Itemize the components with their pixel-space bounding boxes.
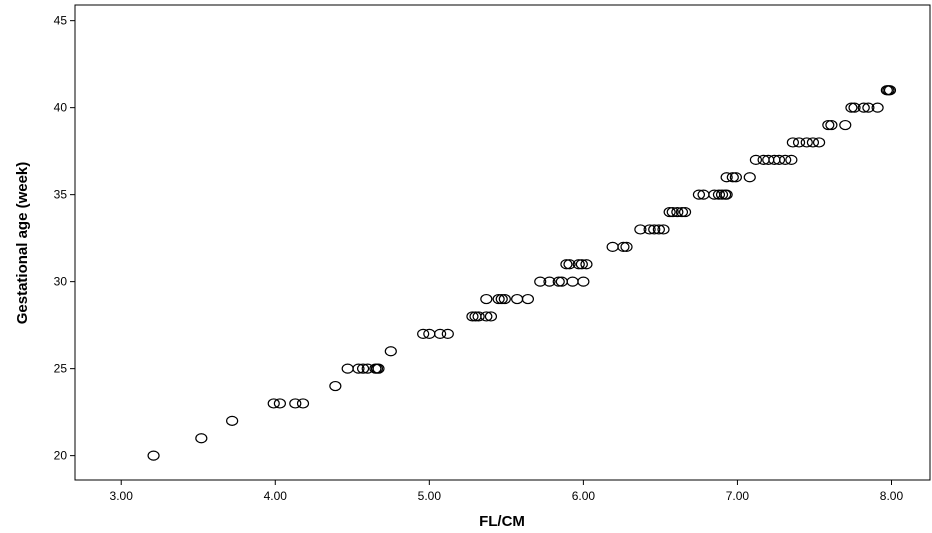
data-point [712, 189, 726, 200]
data-point [620, 241, 633, 252]
y-tick-label: 30 [54, 275, 68, 289]
plot-frame [74, 4, 931, 481]
data-point [652, 224, 665, 235]
data-point [657, 224, 670, 235]
data-point [289, 398, 302, 409]
data-point [577, 276, 590, 287]
data-point [575, 259, 588, 270]
data-point [147, 450, 160, 461]
data-point [484, 311, 498, 322]
data-point [848, 102, 861, 113]
x-axis: 3.00 4.00 5.00 6.00 7.00 8.00 [110, 480, 904, 503]
data-point [273, 398, 286, 409]
data-point [720, 172, 733, 183]
data-point [466, 311, 479, 322]
data-point [480, 311, 493, 322]
data-point [862, 102, 875, 113]
data-point [195, 433, 208, 444]
data-point [492, 293, 505, 305]
data-point [678, 206, 692, 218]
y-axis: 20 25 30 35 40 45 [54, 14, 75, 463]
data-point [743, 172, 756, 183]
data-point [729, 172, 742, 183]
y-tick-label: 45 [54, 14, 68, 28]
data-point [726, 172, 739, 183]
y-tick-label: 20 [54, 449, 68, 463]
x-tick-label: 8.00 [880, 489, 904, 503]
data-point [267, 398, 280, 409]
y-tick-label: 35 [54, 188, 68, 202]
plot-area [74, 4, 931, 481]
x-tick-label: 4.00 [264, 489, 288, 503]
data-point [806, 137, 820, 148]
data-point [329, 380, 342, 392]
y-axis-title: Gestational age (week) [14, 162, 31, 325]
data-point [372, 363, 385, 374]
data-point [472, 311, 485, 322]
data-point [845, 102, 858, 113]
data-point [521, 293, 535, 305]
data-point [883, 85, 897, 96]
data-point [434, 328, 447, 339]
x-tick-label: 6.00 [572, 489, 596, 503]
data-point [825, 119, 838, 131]
data-point [572, 259, 585, 270]
data-point [715, 189, 729, 200]
data-point [800, 137, 813, 148]
data-point [480, 293, 493, 305]
data-point [617, 241, 630, 252]
y-tick-label: 40 [54, 101, 68, 115]
data-point [749, 154, 763, 165]
data-point [356, 363, 370, 374]
data-point [552, 276, 565, 287]
data-point [671, 206, 684, 218]
data-point [663, 206, 676, 218]
data-point [822, 119, 835, 131]
x-axis-title: FL/CM [479, 513, 525, 530]
data-point [720, 189, 733, 200]
data-point [495, 293, 508, 305]
data-point [648, 224, 661, 235]
data-point [543, 276, 556, 287]
x-tick-label: 7.00 [726, 489, 750, 503]
data-point [871, 102, 884, 113]
data-point [226, 415, 239, 426]
data-point [857, 102, 870, 113]
data-point [772, 154, 786, 165]
data-point [675, 206, 689, 218]
data-point [580, 259, 593, 270]
y-tick-label: 25 [54, 362, 68, 376]
data-point [812, 137, 826, 148]
data-point [417, 328, 430, 339]
data-point [839, 119, 852, 131]
data-point [563, 259, 576, 270]
data-point [666, 206, 679, 218]
x-tick-label: 3.00 [110, 489, 134, 503]
data-point [643, 224, 656, 235]
x-tick-label: 5.00 [418, 489, 442, 503]
data-point [792, 137, 806, 148]
data-points [147, 85, 897, 461]
data-point [560, 259, 573, 270]
data-point [692, 189, 706, 200]
data-point [352, 363, 365, 374]
data-point [441, 328, 454, 339]
data-point [384, 346, 397, 357]
data-point [498, 293, 511, 305]
data-point [534, 276, 547, 287]
data-point [296, 398, 310, 409]
data-point [779, 154, 792, 165]
data-point [785, 154, 798, 165]
data-point [786, 137, 799, 148]
data-point [634, 224, 647, 235]
